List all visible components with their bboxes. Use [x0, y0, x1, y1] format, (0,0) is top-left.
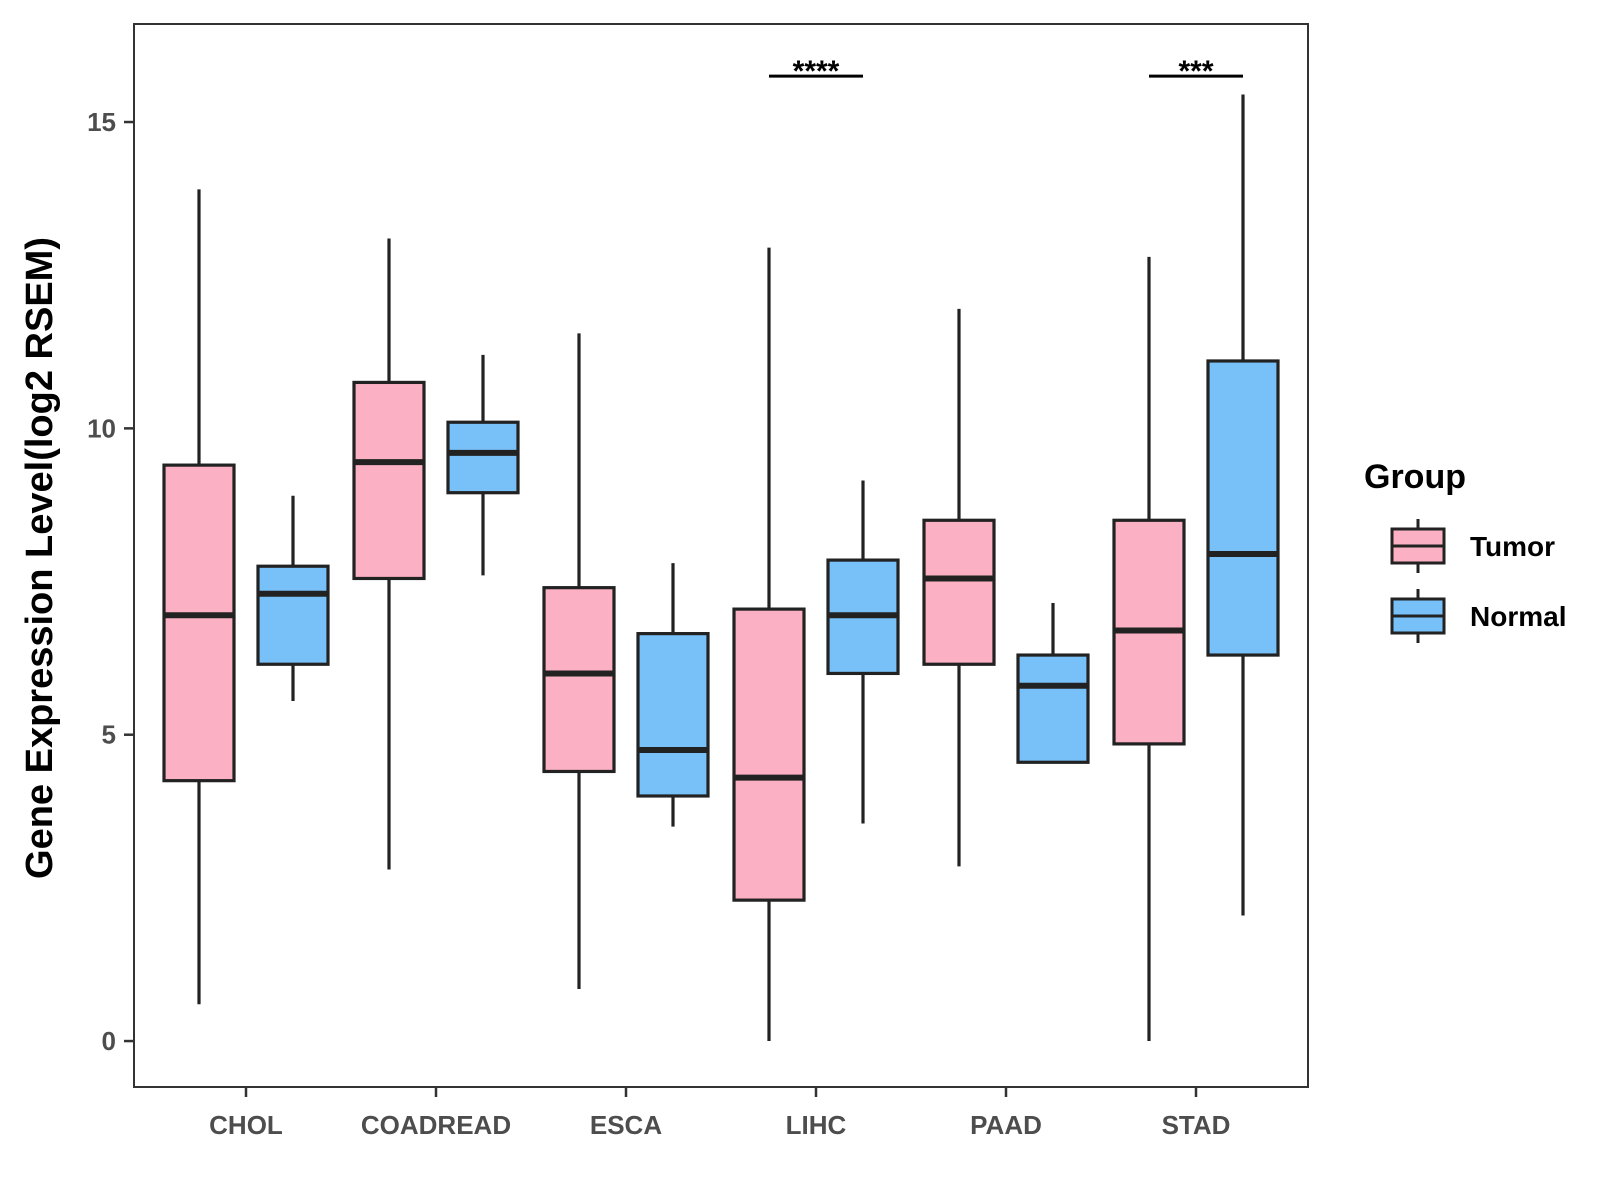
x-tick-label: STAD [1162, 1110, 1231, 1140]
box-iqr [1016, 653, 1090, 764]
box-tumor-coadread [352, 238, 426, 870]
box-normal-esca [636, 563, 710, 827]
box-iqr [1206, 359, 1280, 657]
legend-label: Normal [1470, 601, 1566, 632]
legend-item-tumor: Tumor [1390, 519, 1555, 573]
significance-label: **** [793, 55, 840, 88]
axes: 0 5 10 15 CHOL COADREAD ESCA LIHC PAAD STAD [87, 23, 1309, 1140]
box-normal-chol [256, 495, 330, 702]
legend-title: Group [1364, 458, 1466, 496]
box-iqr [256, 564, 330, 666]
y-tick-label: 5 [102, 720, 116, 750]
legend-label: Tumor [1470, 531, 1555, 562]
x-tick-label: LIHC [786, 1110, 847, 1140]
panel-border [133, 23, 1309, 1088]
y-tick-label: 0 [102, 1026, 116, 1056]
box-tumor-paad [922, 308, 996, 867]
significance-label: *** [1178, 55, 1213, 88]
box-iqr [636, 632, 710, 798]
box-iqr [922, 518, 996, 666]
box-normal-paad [1016, 602, 1090, 764]
y-axis-title: Gene Expression Level(log2 RSEM) [19, 237, 61, 879]
box-normal-lihc [826, 480, 900, 824]
box-normal-stad [1206, 94, 1280, 916]
box-normal-coadread [446, 354, 520, 576]
box-iqr [542, 586, 616, 774]
legend-item-normal: Normal [1390, 589, 1566, 643]
x-tick-label: COADREAD [361, 1110, 511, 1140]
box-iqr [162, 463, 236, 783]
box-tumor-chol [162, 189, 236, 1005]
y-tick-label: 15 [87, 107, 116, 137]
y-tick-label: 10 [87, 413, 116, 443]
box-iqr [446, 420, 520, 495]
box-iqr [352, 380, 426, 581]
plot-area: **** *** [162, 55, 1280, 1042]
x-tick-label: CHOL [209, 1110, 283, 1140]
legend: Group Tumor Normal [1364, 458, 1566, 643]
x-tick-label: PAAD [970, 1110, 1042, 1140]
box-tumor-lihc [732, 247, 806, 1042]
box-iqr [732, 607, 806, 902]
box-tumor-stad [1112, 256, 1186, 1042]
box-tumor-esca [542, 333, 616, 989]
x-tick-label: ESCA [590, 1110, 662, 1140]
